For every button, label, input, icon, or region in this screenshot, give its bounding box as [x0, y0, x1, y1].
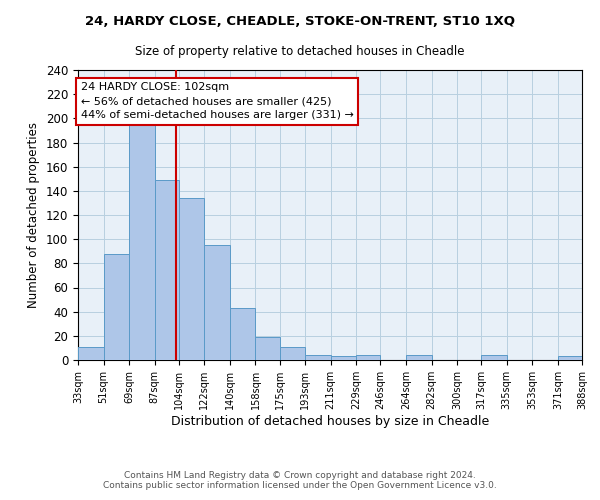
- Bar: [129, 124, 155, 360]
- Bar: [305, 355, 331, 360]
- Text: 24 HARDY CLOSE: 102sqm
← 56% of detached houses are smaller (425)
44% of semi-de: 24 HARDY CLOSE: 102sqm ← 56% of detached…: [81, 82, 354, 120]
- X-axis label: Distribution of detached houses by size in Cheadle: Distribution of detached houses by size …: [171, 414, 489, 428]
- Bar: [155, 180, 179, 360]
- Text: Size of property relative to detached houses in Cheadle: Size of property relative to detached ho…: [135, 45, 465, 58]
- Bar: [78, 346, 104, 360]
- Bar: [104, 254, 129, 360]
- Text: 24, HARDY CLOSE, CHEADLE, STOKE-ON-TRENT, ST10 1XQ: 24, HARDY CLOSE, CHEADLE, STOKE-ON-TRENT…: [85, 15, 515, 28]
- Bar: [558, 356, 582, 360]
- Bar: [256, 337, 280, 360]
- Bar: [481, 355, 507, 360]
- Bar: [406, 355, 431, 360]
- Y-axis label: Number of detached properties: Number of detached properties: [28, 122, 40, 308]
- Text: Contains HM Land Registry data © Crown copyright and database right 2024.
Contai: Contains HM Land Registry data © Crown c…: [103, 470, 497, 490]
- Bar: [230, 308, 256, 360]
- Bar: [356, 355, 380, 360]
- Bar: [205, 245, 230, 360]
- Bar: [280, 346, 305, 360]
- Bar: [179, 198, 205, 360]
- Bar: [331, 356, 356, 360]
